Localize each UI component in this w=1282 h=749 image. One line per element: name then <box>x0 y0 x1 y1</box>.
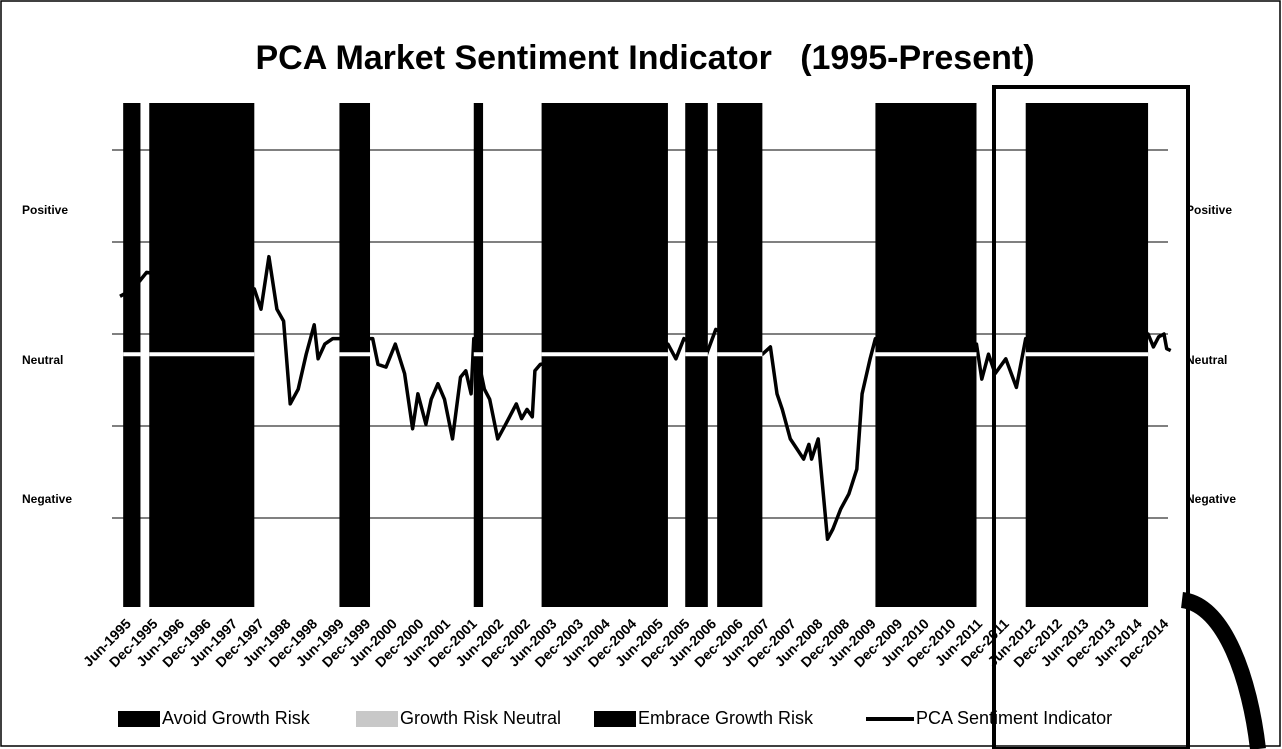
y-tick-label: Neutral <box>22 353 63 367</box>
highlight-box <box>992 85 1190 749</box>
legend-label: Growth Risk Neutral <box>400 708 561 728</box>
legend-swatch <box>594 711 636 727</box>
y2-tick-label: Positive <box>1186 203 1232 217</box>
legend-label: Avoid Growth Risk <box>162 708 311 728</box>
legend-swatch <box>118 711 160 727</box>
legend-label: PCA Sentiment Indicator <box>916 708 1112 728</box>
y-tick-label: Positive <box>22 203 68 217</box>
plot-area: Positive Positive Neutral Neutral Negative Ne… <box>22 103 1236 670</box>
chart-title: PCA Market Sentiment Indicator (1995-Pre… <box>255 39 1034 77</box>
annotation-arc <box>1180 592 1266 749</box>
y-tick-label: Negative <box>22 492 72 506</box>
y2-tick-label: Negative <box>1186 492 1236 506</box>
legend-swatch <box>356 711 398 727</box>
y2-tick-label: Neutral <box>1186 353 1227 367</box>
legend-label: Embrace Growth Risk <box>638 708 814 728</box>
